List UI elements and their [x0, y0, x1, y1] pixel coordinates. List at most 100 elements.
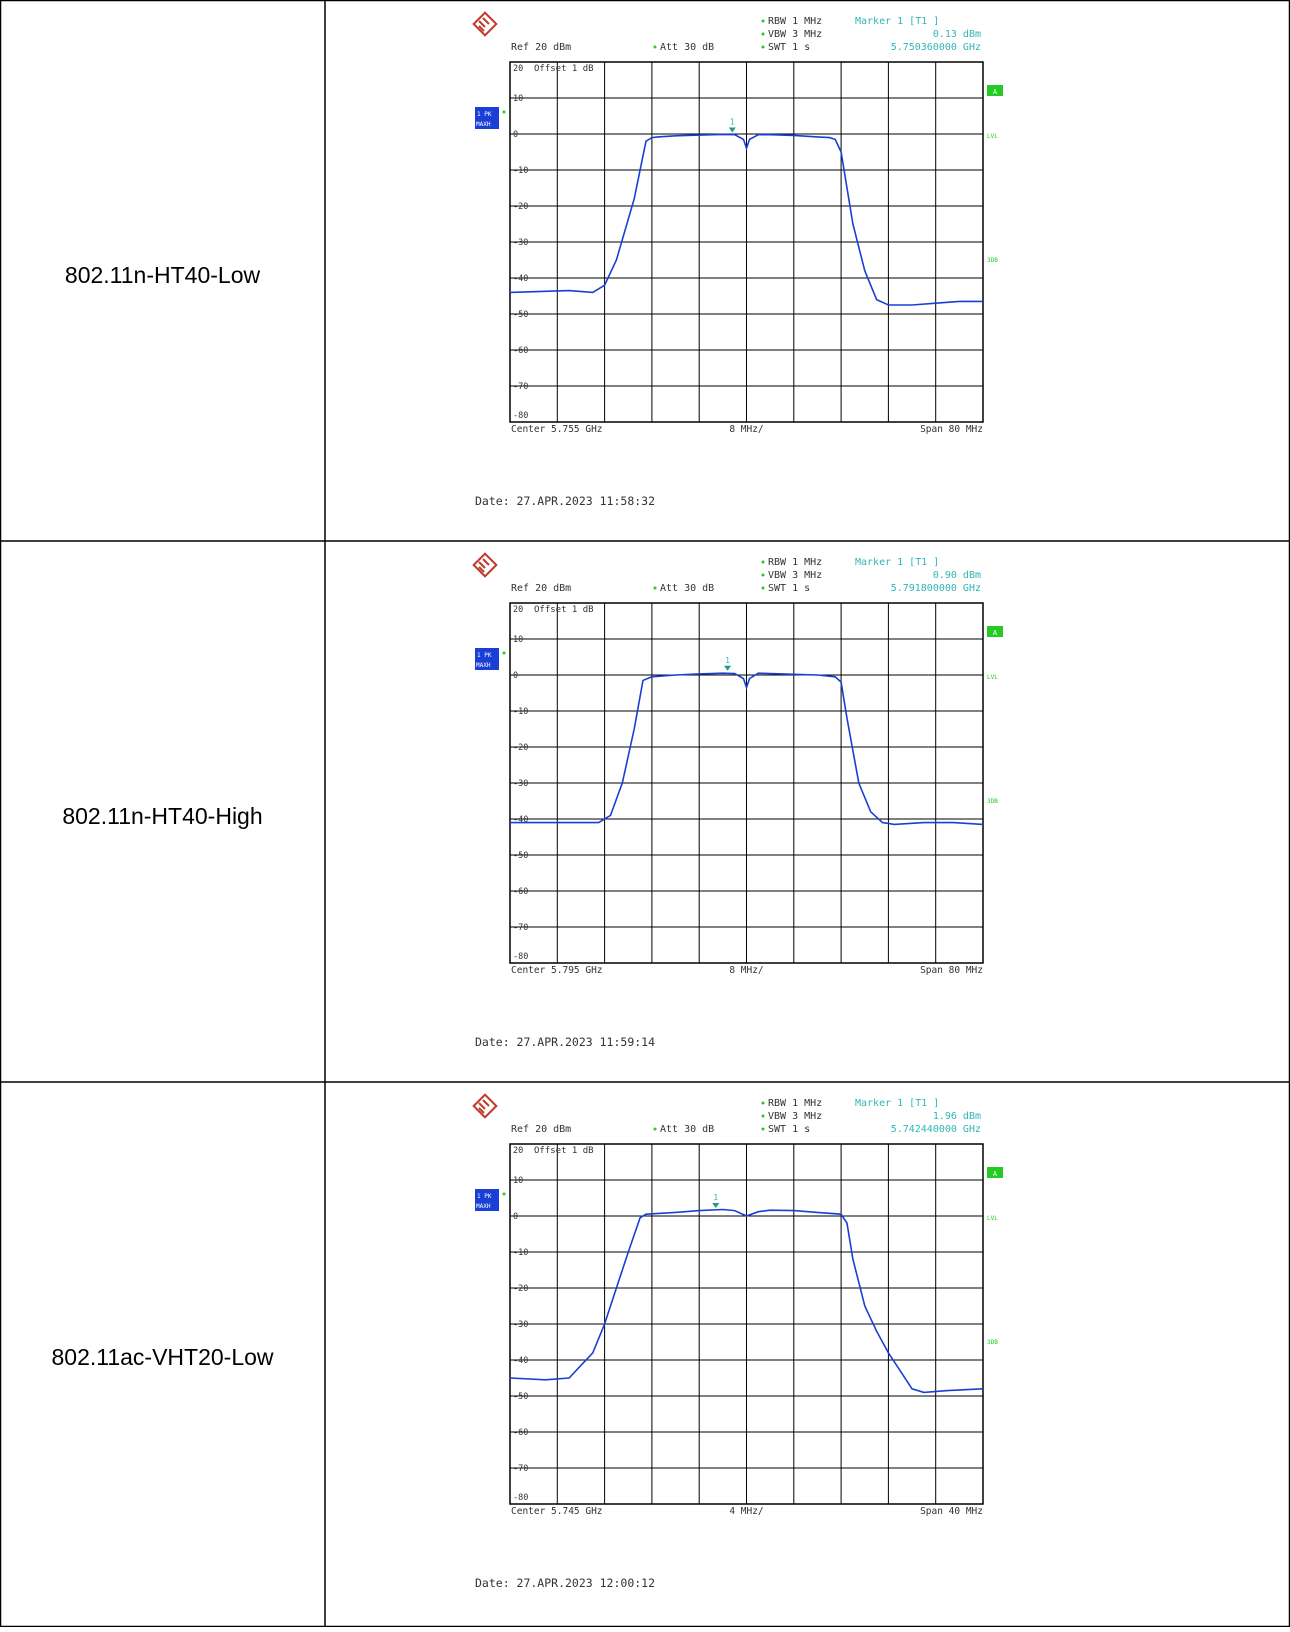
- side-lvl-label: LVL: [987, 674, 998, 681]
- y-tick-label: -70: [513, 382, 528, 392]
- center-frequency-label: Center 5.755 GHz: [511, 424, 603, 435]
- marker-number: 1: [713, 1193, 718, 1202]
- offset-label: Offset 1 dB: [534, 64, 594, 74]
- spectrum-trace: [509, 133, 983, 306]
- attenuation-label: Att 30 dB: [660, 1124, 714, 1135]
- y-tick-label: -40: [513, 815, 528, 825]
- spectrum-trace: [509, 1208, 984, 1394]
- trace-dot-icon: [502, 1192, 506, 1196]
- y-tick-label: 10: [513, 635, 523, 645]
- trace-badge-bottom: MAXH: [476, 121, 491, 128]
- y-tick-label: -40: [513, 1356, 528, 1366]
- trace-badge-bottom: MAXH: [476, 1203, 491, 1210]
- y-tick-label: -20: [513, 743, 528, 753]
- y-tick-label: -40: [513, 274, 528, 284]
- capture-date: Date: 27.APR.2023 11:59:14: [475, 1035, 655, 1049]
- spectrum-plot-cell: RBW 1 MHz VBW 3 MHz SWT 1 s Ref 20 dBm Att 3…: [325, 0, 1290, 541]
- trace-badge-top: 1 PK: [477, 652, 492, 659]
- marker-frequency: 5.742440000 GHz: [891, 1124, 981, 1135]
- rbw-label: RBW 1 MHz: [768, 16, 822, 27]
- table-row: 802.11n-HT40-High RBW 1 MHz VBW 3 MHz SWT …: [0, 541, 1290, 1082]
- marker-frequency: 5.791800000 GHz: [891, 583, 981, 594]
- y-tick-label: 20: [513, 1146, 523, 1156]
- y-tick-label: -60: [513, 346, 528, 356]
- y-tick-label: -70: [513, 923, 528, 933]
- span-label: Span 80 MHz: [920, 965, 983, 976]
- y-tick-label: -80: [513, 1493, 528, 1503]
- span-label: Span 40 MHz: [920, 1506, 983, 1517]
- side-lvl-label: LVL: [987, 1215, 998, 1222]
- marker-title: Marker 1 [T1 ]: [855, 1098, 939, 1109]
- y-tick-label: -30: [513, 238, 528, 248]
- offset-label: Offset 1 dB: [534, 1146, 594, 1156]
- division-label: 8 MHz/: [729, 965, 763, 976]
- y-tick-label: 10: [513, 1176, 523, 1186]
- capture-date: Date: 27.APR.2023 11:58:32: [475, 494, 655, 508]
- spectrum-plot-cell: RBW 1 MHz VBW 3 MHz SWT 1 s Ref 20 dBm Att 3…: [325, 541, 1290, 1082]
- y-tick-label: -80: [513, 411, 528, 421]
- mode-label: 802.11n-HT40-High: [62, 803, 263, 829]
- setting-dot-icon: [653, 45, 657, 49]
- setting-dot-icon: [761, 19, 765, 23]
- y-tick-label: -70: [513, 1464, 528, 1474]
- trace-badge-top: 1 PK: [477, 1193, 492, 1200]
- side-a-label: A: [993, 1170, 998, 1178]
- y-tick-label: -10: [513, 166, 528, 176]
- y-tick-label: 0: [513, 671, 518, 681]
- marker-frequency: 5.750360000 GHz: [891, 42, 981, 53]
- rs-logo-icon: [472, 1093, 498, 1119]
- y-tick-label: 0: [513, 130, 518, 140]
- trace-badge-top: 1 PK: [477, 111, 492, 118]
- mode-label: 802.11ac-VHT20-Low: [51, 1344, 274, 1370]
- y-tick-label: 20: [513, 64, 523, 74]
- y-tick-label: -60: [513, 1428, 528, 1438]
- ref-level-label: Ref 20 dBm: [511, 583, 571, 594]
- trace-badge-bottom: MAXH: [476, 662, 491, 669]
- swt-label: SWT 1 s: [768, 1124, 810, 1135]
- offset-label: Offset 1 dB: [534, 605, 594, 615]
- marker-title: Marker 1 [T1 ]: [855, 16, 939, 27]
- setting-dot-icon: [761, 45, 765, 49]
- mode-label: 802.11n-HT40-Low: [64, 262, 261, 288]
- span-label: Span 80 MHz: [920, 424, 983, 435]
- y-tick-label: 10: [513, 94, 523, 104]
- center-frequency-label: Center 5.745 GHz: [511, 1506, 603, 1517]
- y-tick-label: -10: [513, 1248, 528, 1258]
- spectrum-chart: RBW 1 MHz VBW 3 MHz SWT 1 s Ref 20 dBm Att 3…: [472, 11, 1003, 508]
- y-tick-label: -30: [513, 1320, 528, 1330]
- y-tick-label: -30: [513, 779, 528, 789]
- side-a-badge: [987, 85, 1003, 96]
- setting-dot-icon: [761, 1101, 765, 1105]
- rbw-label: RBW 1 MHz: [768, 557, 822, 568]
- trace-dot-icon: [502, 110, 506, 114]
- setting-dot-icon: [761, 586, 765, 590]
- y-tick-label: -50: [513, 851, 528, 861]
- side-3db-label: 3DB: [987, 1339, 998, 1346]
- swt-label: SWT 1 s: [768, 42, 810, 53]
- y-tick-label: 0: [513, 1212, 518, 1222]
- rbw-label: RBW 1 MHz: [768, 1098, 822, 1109]
- marker-triangle-icon: [724, 665, 732, 671]
- capture-date: Date: 27.APR.2023 12:00:12: [475, 1576, 655, 1590]
- marker-number: 1: [725, 656, 730, 665]
- side-a-badge: [987, 1167, 1003, 1178]
- y-tick-label: -10: [513, 707, 528, 717]
- side-3db-label: 3DB: [987, 798, 998, 805]
- side-lvl-label: LVL: [987, 133, 998, 140]
- vbw-label: VBW 3 MHz: [768, 1111, 822, 1122]
- y-tick-label: -50: [513, 1392, 528, 1402]
- marker-title: Marker 1 [T1 ]: [855, 557, 939, 568]
- trace-badge: [475, 1189, 499, 1211]
- setting-dot-icon: [653, 1127, 657, 1131]
- spectrum-chart: RBW 1 MHz VBW 3 MHz SWT 1 s Ref 20 dBm Att 3…: [472, 1093, 1003, 1590]
- attenuation-label: Att 30 dB: [660, 583, 714, 594]
- setting-dot-icon: [761, 1127, 765, 1131]
- setting-dot-icon: [761, 32, 765, 36]
- marker-level: 0.90 dBm: [933, 570, 981, 581]
- marker-number: 1: [730, 118, 735, 127]
- trace-dot-icon: [502, 651, 506, 655]
- rs-logo-icon: [472, 11, 498, 37]
- side-a-label: A: [993, 629, 998, 637]
- center-frequency-label: Center 5.795 GHz: [511, 965, 603, 976]
- y-tick-label: -80: [513, 952, 528, 962]
